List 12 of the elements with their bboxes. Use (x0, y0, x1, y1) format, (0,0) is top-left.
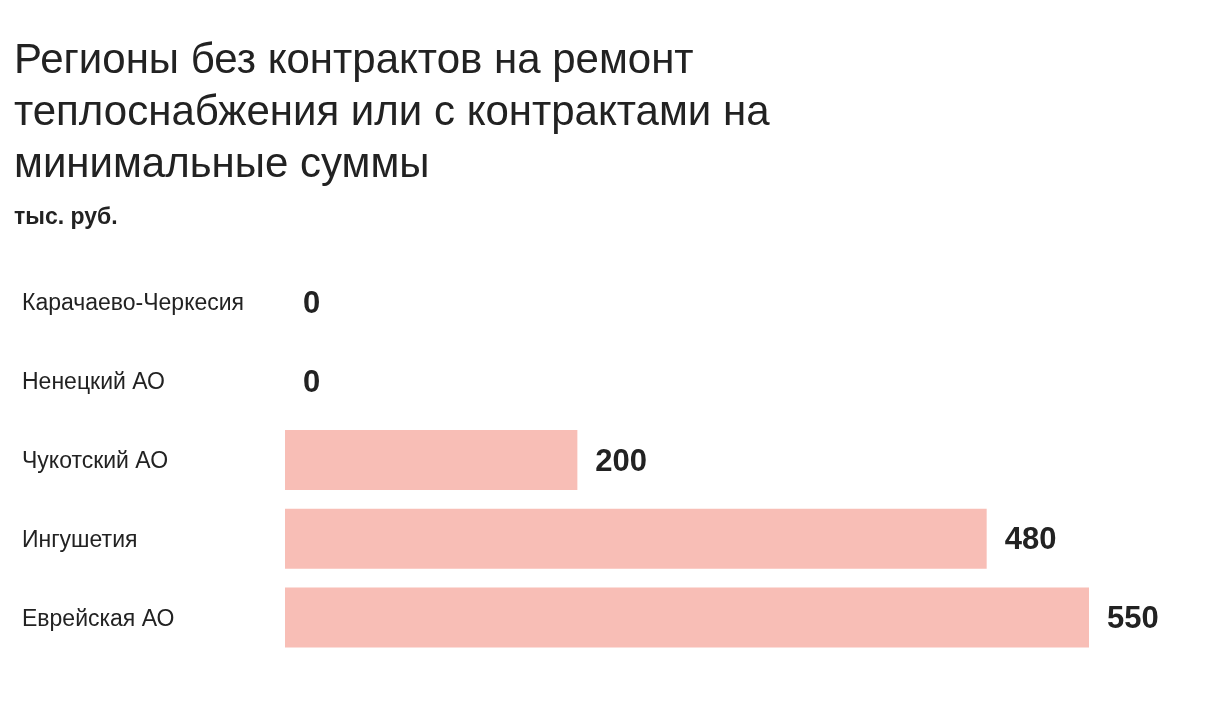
y-tick-label: Ингушетия (22, 525, 138, 552)
y-tick-label: Ненецкий АО (22, 368, 165, 395)
data-label: 480 (1004, 521, 1057, 557)
y-tick-label: Карачаево-Черкесия (22, 289, 245, 316)
text: тыс. руб. (14, 202, 118, 229)
chart-title: Регионы без контрактов на ремонт теплоснабжения или с контрактами на минимальные суммы (14, 34, 782, 186)
data-label: 550 (1107, 600, 1159, 636)
data-label: 0 (303, 284, 321, 320)
y-tick-label: Чукотский АО (22, 447, 169, 473)
data-label: 200 (595, 442, 648, 478)
y-tick-label: Еврейская АО (22, 604, 175, 631)
data-label: 0 (303, 363, 321, 399)
